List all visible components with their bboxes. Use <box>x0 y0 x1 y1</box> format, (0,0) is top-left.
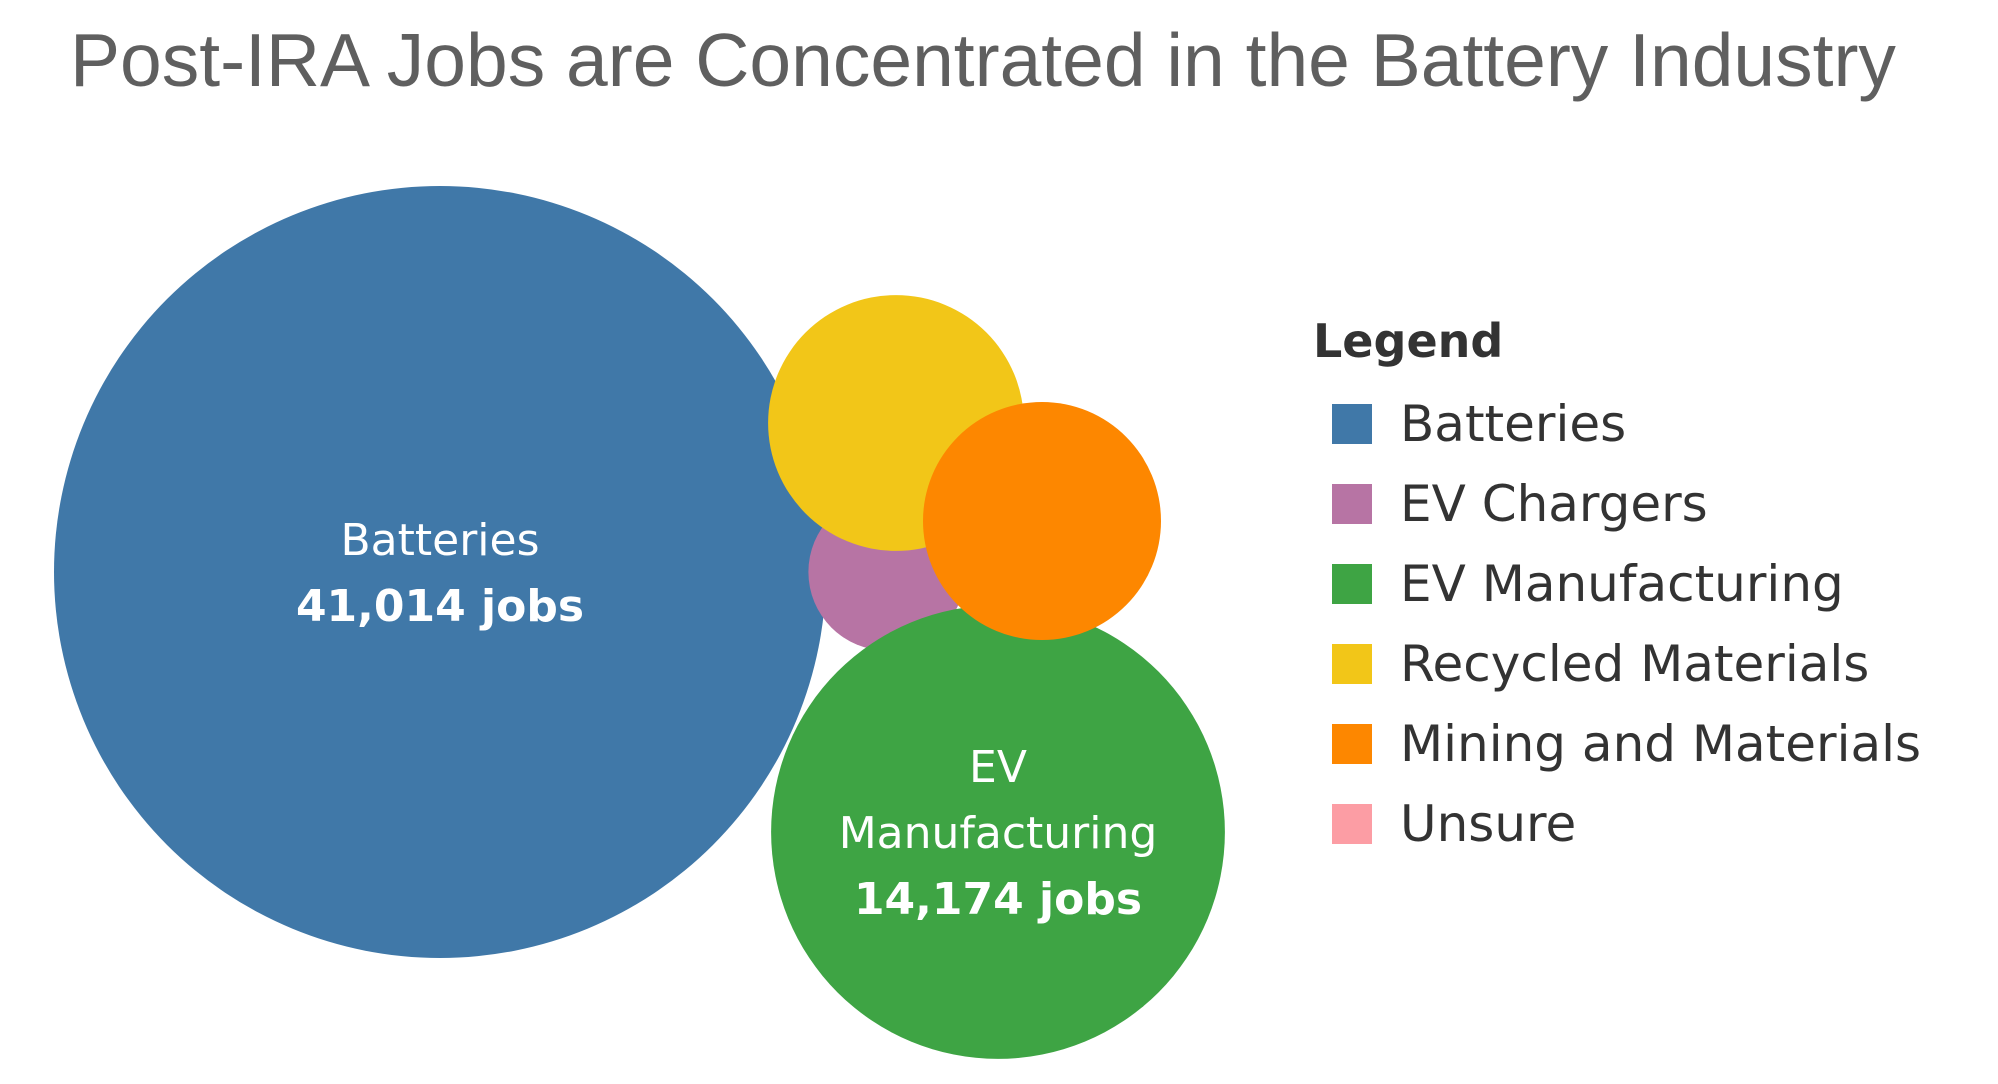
legend-item-batteries[interactable]: Batteries <box>1332 384 1921 464</box>
legend-label-recycled-materials: Recycled Materials <box>1400 635 1870 693</box>
legend: Legend Batteries EV Chargers EV Manufactur… <box>1313 310 1921 864</box>
legend-swatch-batteries <box>1332 404 1372 444</box>
bubble-batteries[interactable] <box>54 186 826 958</box>
bubble-value-batteries: 41,014 jobs <box>296 581 584 632</box>
bubble-value-ev-manufacturing: 14,174 jobs <box>854 874 1142 925</box>
legend-swatch-recycled-materials <box>1332 644 1372 684</box>
legend-swatch-mining-and-materials <box>1332 724 1372 764</box>
legend-label-batteries: Batteries <box>1400 395 1627 453</box>
legend-label-mining-and-materials: Mining and Materials <box>1400 715 1922 773</box>
legend-swatch-ev-chargers <box>1332 484 1372 524</box>
bubble-name-batteries: Batteries <box>340 515 539 566</box>
legend-swatch-unsure <box>1332 804 1372 844</box>
legend-label-unsure: Unsure <box>1400 795 1577 853</box>
legend-item-ev-manufacturing[interactable]: EV Manufacturing <box>1332 544 1921 624</box>
bubble-name-2-ev-manufacturing: Manufacturing <box>839 808 1158 859</box>
legend-swatch-ev-manufacturing <box>1332 564 1372 604</box>
bubble-name-1-ev-manufacturing: EV <box>969 742 1027 793</box>
bubble-label-ev-manufacturing: EV Manufacturing 14,174 jobs <box>839 742 1158 925</box>
legend-title: Legend <box>1313 314 1504 368</box>
legend-label-ev-manufacturing: EV Manufacturing <box>1400 555 1844 613</box>
bubble-label-batteries: Batteries 41,014 jobs <box>296 515 584 632</box>
legend-item-mining-and-materials[interactable]: Mining and Materials <box>1332 704 1921 784</box>
legend-item-recycled-materials[interactable]: Recycled Materials <box>1332 624 1921 704</box>
bubble-ev-manufacturing[interactable] <box>771 605 1225 1059</box>
chart-title: Post-IRA Jobs are Concentrated in the Ba… <box>70 18 1896 102</box>
legend-item-unsure[interactable]: Unsure <box>1332 784 1921 864</box>
legend-item-ev-chargers[interactable]: EV Chargers <box>1332 464 1921 544</box>
legend-label-ev-chargers: EV Chargers <box>1400 475 1708 533</box>
bubble-plot: Batteries 41,014 jobs EV Manufacturing 14,17… <box>54 186 1225 1059</box>
bubble-mining-and-materials[interactable] <box>923 402 1161 640</box>
legend-items: Batteries EV Chargers EV Manufacturing Recy… <box>1313 384 1921 864</box>
